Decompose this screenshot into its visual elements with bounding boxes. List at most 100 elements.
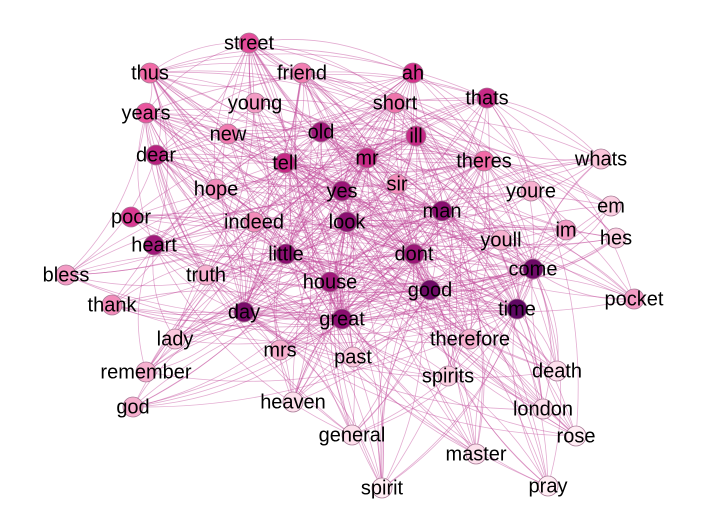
edge-old-em	[320, 129, 612, 207]
edge-day-spirits	[243, 311, 449, 377]
node-remember[interactable]	[135, 361, 157, 383]
node-old[interactable]	[310, 121, 332, 143]
node-friend[interactable]	[291, 62, 313, 84]
node-past[interactable]	[342, 346, 364, 368]
node-indeed[interactable]	[243, 211, 265, 233]
node-hes[interactable]	[605, 227, 627, 249]
node-great[interactable]	[331, 308, 353, 330]
node-time[interactable]	[506, 298, 528, 320]
edge-thus-yes	[149, 72, 343, 192]
node-yes[interactable]	[331, 180, 353, 202]
node-god[interactable]	[122, 396, 144, 418]
node-street[interactable]	[238, 32, 260, 54]
node-im[interactable]	[555, 219, 577, 241]
node-ill[interactable]	[405, 125, 427, 147]
edge-god-day	[132, 311, 245, 408]
edge-time-spirit	[381, 308, 518, 489]
node-thank[interactable]	[101, 294, 123, 316]
node-label-little: little	[268, 243, 304, 265]
edge-dont-lady	[174, 253, 415, 340]
node-whats[interactable]	[590, 148, 612, 170]
node-man[interactable]	[431, 200, 453, 222]
edge-dear-theres	[155, 154, 485, 188]
node-label-friend: friend	[277, 62, 327, 84]
node-theres[interactable]	[473, 150, 495, 172]
edge-heart-thus	[149, 72, 168, 246]
edge-dont-street	[248, 42, 415, 255]
node-pray[interactable]	[537, 475, 559, 497]
edge-mr-day	[243, 157, 368, 313]
node-heart[interactable]	[143, 234, 165, 256]
edge-theres-heaven	[292, 160, 485, 403]
edge-theres-short	[394, 102, 485, 162]
node-master[interactable]	[465, 443, 487, 465]
node-bless[interactable]	[55, 264, 77, 286]
edge-man-heart	[153, 198, 443, 246]
node-label-short: short	[373, 92, 418, 114]
node-rose[interactable]	[565, 425, 587, 447]
edge-tell-heaven	[284, 162, 312, 403]
node-dont[interactable]	[403, 243, 425, 265]
edge-old-time	[320, 131, 518, 310]
edge-man-poor	[130, 185, 443, 218]
edge-short-heaven	[292, 102, 396, 403]
node-young[interactable]	[244, 92, 266, 114]
edge-theres-general	[351, 160, 485, 436]
edge-mr-general	[333, 157, 368, 436]
edge-yes-short	[341, 102, 396, 192]
node-heaven[interactable]	[282, 391, 304, 413]
edge-short-im	[394, 102, 567, 231]
node-general[interactable]	[341, 424, 363, 446]
node-spirit[interactable]	[371, 477, 393, 499]
edge-street-rose	[248, 42, 577, 437]
edge-time-master	[475, 308, 518, 455]
edge-day-heart	[153, 244, 245, 313]
edge-time-thus	[149, 72, 518, 310]
node-little[interactable]	[275, 243, 297, 265]
edge-house-tell	[284, 162, 331, 283]
node-spirits[interactable]	[437, 365, 459, 387]
node-thus[interactable]	[139, 62, 161, 84]
edge-mr-mrs	[279, 157, 368, 351]
node-look[interactable]	[336, 211, 358, 233]
node-short[interactable]	[384, 92, 406, 114]
edge-dont-time	[413, 253, 518, 310]
node-tell[interactable]	[274, 152, 296, 174]
node-come[interactable]	[522, 258, 544, 280]
node-good[interactable]	[419, 279, 441, 301]
node-youre[interactable]	[520, 180, 542, 202]
node-hope[interactable]	[205, 178, 227, 200]
node-new[interactable]	[217, 123, 239, 145]
edge-little-years	[145, 112, 287, 255]
edge-dont-past	[352, 253, 415, 358]
edge-thats-rose	[486, 97, 579, 437]
node-lady[interactable]	[164, 328, 186, 350]
node-youll[interactable]	[490, 229, 512, 251]
node-therefore[interactable]	[459, 328, 481, 350]
edge-thats-pocket	[486, 97, 635, 300]
node-mr[interactable]	[356, 147, 378, 169]
node-mrs[interactable]	[269, 339, 291, 361]
edge-sir-heart	[153, 183, 398, 248]
node-death[interactable]	[546, 360, 568, 382]
edge-look-general	[329, 221, 353, 436]
node-thats[interactable]	[476, 87, 498, 109]
node-sir[interactable]	[386, 173, 408, 195]
node-label-good: good	[408, 279, 453, 301]
node-em[interactable]	[600, 195, 622, 217]
edge-spirits-dont	[413, 253, 449, 377]
node-truth[interactable]	[195, 264, 217, 286]
edge-thus-friend	[149, 72, 303, 87]
node-years[interactable]	[135, 102, 157, 124]
node-poor[interactable]	[120, 206, 142, 228]
node-day[interactable]	[233, 301, 255, 323]
edge-look-im	[346, 205, 567, 231]
node-pocket[interactable]	[623, 288, 645, 310]
edge-yes-great	[341, 190, 354, 320]
edge-come-old	[320, 131, 534, 270]
node-dear[interactable]	[145, 144, 167, 166]
edge-day-youll	[243, 239, 502, 314]
node-london[interactable]	[532, 398, 554, 420]
node-house[interactable]	[319, 271, 341, 293]
node-ah[interactable]	[402, 62, 424, 84]
